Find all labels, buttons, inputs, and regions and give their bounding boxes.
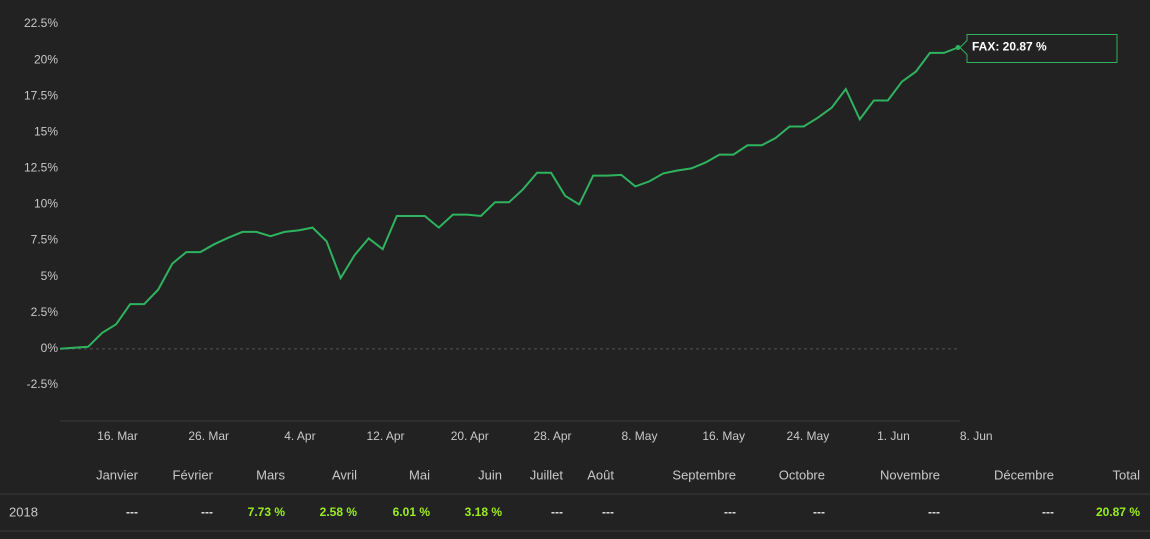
row-label: 2018: [9, 504, 38, 519]
y-tick-label: 0%: [41, 341, 59, 355]
y-tick-label: 15%: [34, 124, 58, 138]
x-tick-label: 28. Apr: [533, 429, 571, 443]
y-tick-label: 7.5%: [31, 233, 59, 247]
cell: ---: [126, 505, 138, 519]
y-tick-label: 10%: [34, 197, 58, 211]
x-tick-label: 26. Mar: [188, 429, 229, 443]
y-tick-label: 22.5%: [24, 16, 58, 30]
column-header: Novembre: [880, 467, 940, 482]
line: [59, 46, 959, 350]
tooltip-box: [959, 34, 1118, 64]
y-tick-label: 12.5%: [24, 161, 58, 175]
cell: 3.18 %: [465, 505, 503, 519]
cell: ---: [602, 505, 614, 519]
x-tick-label: 24. May: [787, 429, 830, 443]
tooltip-text: FAX: 20.87 %: [972, 40, 1047, 54]
y-tick-label: 2.5%: [31, 305, 59, 319]
cell: 6.01 %: [393, 505, 431, 519]
column-header: Décembre: [994, 467, 1054, 482]
column-header: Mai: [409, 467, 430, 482]
x-tick-label: 8. May: [621, 429, 657, 443]
cell: ---: [1042, 505, 1054, 519]
cell: 2.58 %: [320, 505, 358, 519]
y-tick-label: -2.5%: [27, 377, 59, 391]
x-tick-label: 12. Apr: [367, 429, 405, 443]
column-header: Mars: [256, 467, 285, 482]
column-header: Octobre: [779, 467, 825, 482]
x-tick-label: 1. Jun: [877, 429, 910, 443]
column-header: Juin: [478, 467, 502, 482]
cell: ---: [928, 505, 940, 519]
last-point: [955, 45, 961, 51]
y-tick-label: 20%: [34, 52, 58, 66]
column-header: Janvier: [96, 467, 139, 482]
y-tick-label: 5%: [41, 269, 59, 283]
cell: 7.73 %: [248, 505, 286, 519]
column-header: Août: [587, 467, 614, 482]
x-tick-label: 16. May: [702, 429, 745, 443]
cell: 20.87 %: [1096, 505, 1140, 519]
x-tick-label: 16. Mar: [97, 429, 138, 443]
column-header: Février: [173, 467, 214, 482]
column-header: Total: [1113, 467, 1141, 482]
column-header: Avril: [332, 467, 357, 482]
cell: ---: [813, 505, 825, 519]
y-tick-label: 17.5%: [24, 88, 58, 102]
cell: ---: [724, 505, 736, 519]
x-tick-label: 4. Apr: [284, 429, 315, 443]
column-header: Septembre: [672, 467, 736, 482]
x-tick-label: 8. Jun: [960, 429, 993, 443]
cell: ---: [551, 505, 563, 519]
column-header: Juillet: [530, 467, 564, 482]
cell: ---: [201, 505, 213, 519]
x-tick-label: 20. Apr: [451, 429, 489, 443]
